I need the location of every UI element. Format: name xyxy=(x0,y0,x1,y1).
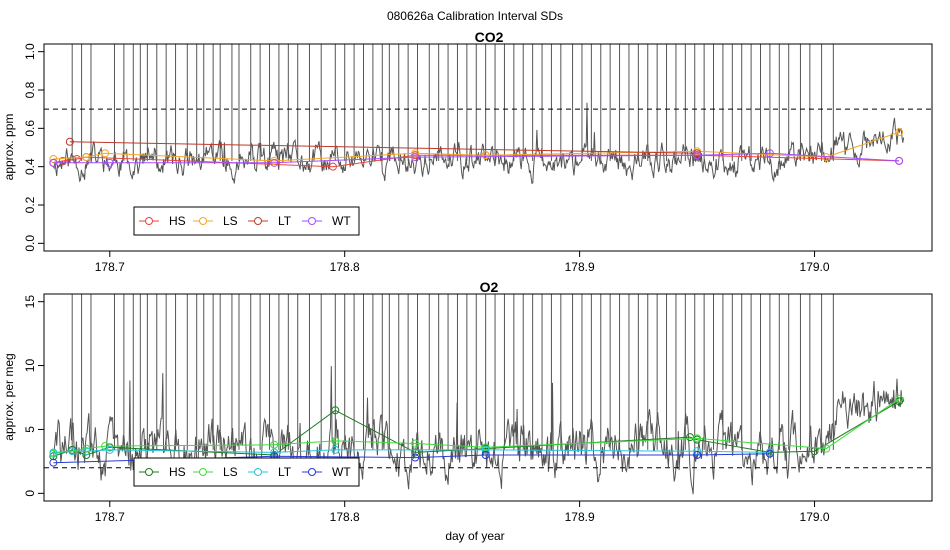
o2-y-tick-label-0: 0 xyxy=(23,490,37,497)
co2-x-tick-label-2: 178.9 xyxy=(565,260,595,274)
co2-point-wt-4 xyxy=(693,151,702,160)
co2-legend-label-ls: LS xyxy=(223,214,238,228)
o2-panel-title: O2 xyxy=(480,279,499,295)
o2-x-tick-label-1: 178.8 xyxy=(330,510,360,524)
co2-series-line-lt xyxy=(69,141,698,154)
co2-noise-trace xyxy=(52,102,905,185)
co2-panel-title: CO2 xyxy=(475,29,504,45)
co2-point-ls-2 xyxy=(101,149,110,158)
co2-legend-marker-lt xyxy=(254,217,262,225)
o2-point-ls-1 xyxy=(82,444,91,453)
co2-series-line-wt xyxy=(53,152,900,164)
o2-point-ls-2 xyxy=(101,442,110,451)
co2-spike-lines xyxy=(71,44,834,161)
co2-point-wt-3 xyxy=(411,153,420,162)
co2-series-group xyxy=(49,128,904,171)
co2-legend: HS LS LT WT xyxy=(133,206,360,236)
co2-point-lt-0 xyxy=(65,137,74,146)
o2-point-wt-2 xyxy=(411,453,420,462)
co2-point-hs-1 xyxy=(58,156,67,165)
co2-point-wt-0 xyxy=(49,158,58,167)
co2-y-tick-label-3: 0.6 xyxy=(23,120,37,137)
o2-spike-lines xyxy=(71,294,834,450)
co2-point-ls-8 xyxy=(895,128,904,137)
co2-point-wt-2 xyxy=(270,158,279,167)
co2-legend-label-hs: HS xyxy=(169,214,186,228)
co2-legend-marker-hs xyxy=(145,217,153,225)
x-axis-label: day of year xyxy=(445,529,504,543)
co2-y-tick-label-4: 0.8 xyxy=(23,81,37,98)
o2-point-lt-6 xyxy=(481,445,490,454)
co2-panel: CO2 approx. ppm 0.0 0.2 0.4 0.6 0.8 1.0 178.7… xyxy=(2,29,933,274)
co2-point-ls-1 xyxy=(82,153,91,162)
co2-point-wt-6 xyxy=(895,156,904,165)
o2-y-tick-label-2: 10 xyxy=(23,359,37,373)
o2-x-axis: 178.7 178.8 178.9 179.0 xyxy=(95,500,830,524)
o2-point-ls-3 xyxy=(270,440,279,449)
o2-point-lt-2 xyxy=(82,447,91,456)
o2-legend-marker-wt xyxy=(308,468,316,476)
o2-y-tick-label-3: 15 xyxy=(23,295,37,309)
o2-series-line-wt xyxy=(53,453,770,464)
o2-point-hs-6 xyxy=(411,448,420,457)
co2-y-axis-label: approx. ppm xyxy=(2,114,16,181)
co2-point-wt-5 xyxy=(765,149,774,158)
co2-y-tick-label-5: 1.0 xyxy=(23,43,37,60)
o2-point-lt-0 xyxy=(49,448,58,457)
o2-legend-marker-lt xyxy=(254,468,262,476)
o2-point-ls-8 xyxy=(822,444,831,453)
co2-point-ls-0 xyxy=(49,155,58,163)
co2-x-tick-label-0: 178.7 xyxy=(95,260,125,274)
co2-y-axis: 0.0 0.2 0.4 0.6 0.8 1.0 xyxy=(23,43,45,252)
o2-x-tick-label-2: 178.9 xyxy=(565,510,595,524)
co2-y-tick-label-1: 0.2 xyxy=(23,196,37,213)
o2-legend-label-lt: LT xyxy=(278,465,292,479)
o2-legend-label-hs: HS xyxy=(169,465,186,479)
co2-x-tick-label-1: 178.8 xyxy=(330,260,360,274)
o2-point-wt-5 xyxy=(765,449,774,458)
o2-point-ls-9 xyxy=(895,394,904,403)
o2-legend-box xyxy=(133,457,360,487)
o2-legend-label-ls: LS xyxy=(223,465,238,479)
o2-legend: HS LS LT WT xyxy=(133,457,360,487)
o2-point-hs-0 xyxy=(49,452,58,461)
o2-legend-label-wt: WT xyxy=(332,465,351,479)
o2-point-ls-6 xyxy=(481,443,490,452)
co2-x-axis: 178.7 178.8 178.9 179.0 xyxy=(95,250,830,274)
co2-y-tick-label-0: 0.0 xyxy=(23,235,37,252)
o2-series-group xyxy=(49,394,904,467)
co2-legend-box xyxy=(133,206,360,236)
o2-x-tick-label-3: 179.0 xyxy=(800,510,830,524)
co2-legend-label-wt: WT xyxy=(332,214,351,228)
co2-legend-label-lt: LT xyxy=(278,214,292,228)
o2-point-wt-3 xyxy=(481,451,490,459)
o2-x-tick-label-0: 178.7 xyxy=(95,510,125,524)
o2-point-lt-5 xyxy=(331,445,340,454)
co2-x-tick-label-3: 179.0 xyxy=(800,260,830,274)
co2-legend-marker-ls xyxy=(199,217,207,225)
o2-point-ls-4 xyxy=(331,436,340,445)
co2-y-tick-label-2: 0.4 xyxy=(23,158,37,175)
o2-point-wt-0 xyxy=(49,458,58,467)
o2-series-line-ls xyxy=(53,398,900,455)
co2-point-wt-1 xyxy=(105,158,114,167)
co2-legend-marker-wt xyxy=(308,217,316,225)
o2-point-ls-7 xyxy=(693,434,702,443)
figure-title: 080626a Calibration Interval SDs xyxy=(387,9,563,23)
o2-point-lt-3 xyxy=(105,445,114,454)
o2-point-hs-3 xyxy=(105,443,114,452)
o2-point-wt-4 xyxy=(693,451,702,459)
o2-y-axis-label: approx. per meg xyxy=(2,353,16,440)
o2-point-ls-5 xyxy=(411,439,420,448)
o2-y-tick-label-1: 5 xyxy=(23,426,37,433)
o2-point-lt-1 xyxy=(68,447,77,456)
o2-point-hs-5 xyxy=(331,406,340,415)
co2-point-ls-5 xyxy=(481,151,490,160)
o2-y-axis: 0 5 10 15 xyxy=(23,295,45,497)
o2-legend-marker-hs xyxy=(145,468,153,476)
o2-legend-marker-ls xyxy=(199,468,207,476)
co2-point-hs-4 xyxy=(328,162,337,171)
